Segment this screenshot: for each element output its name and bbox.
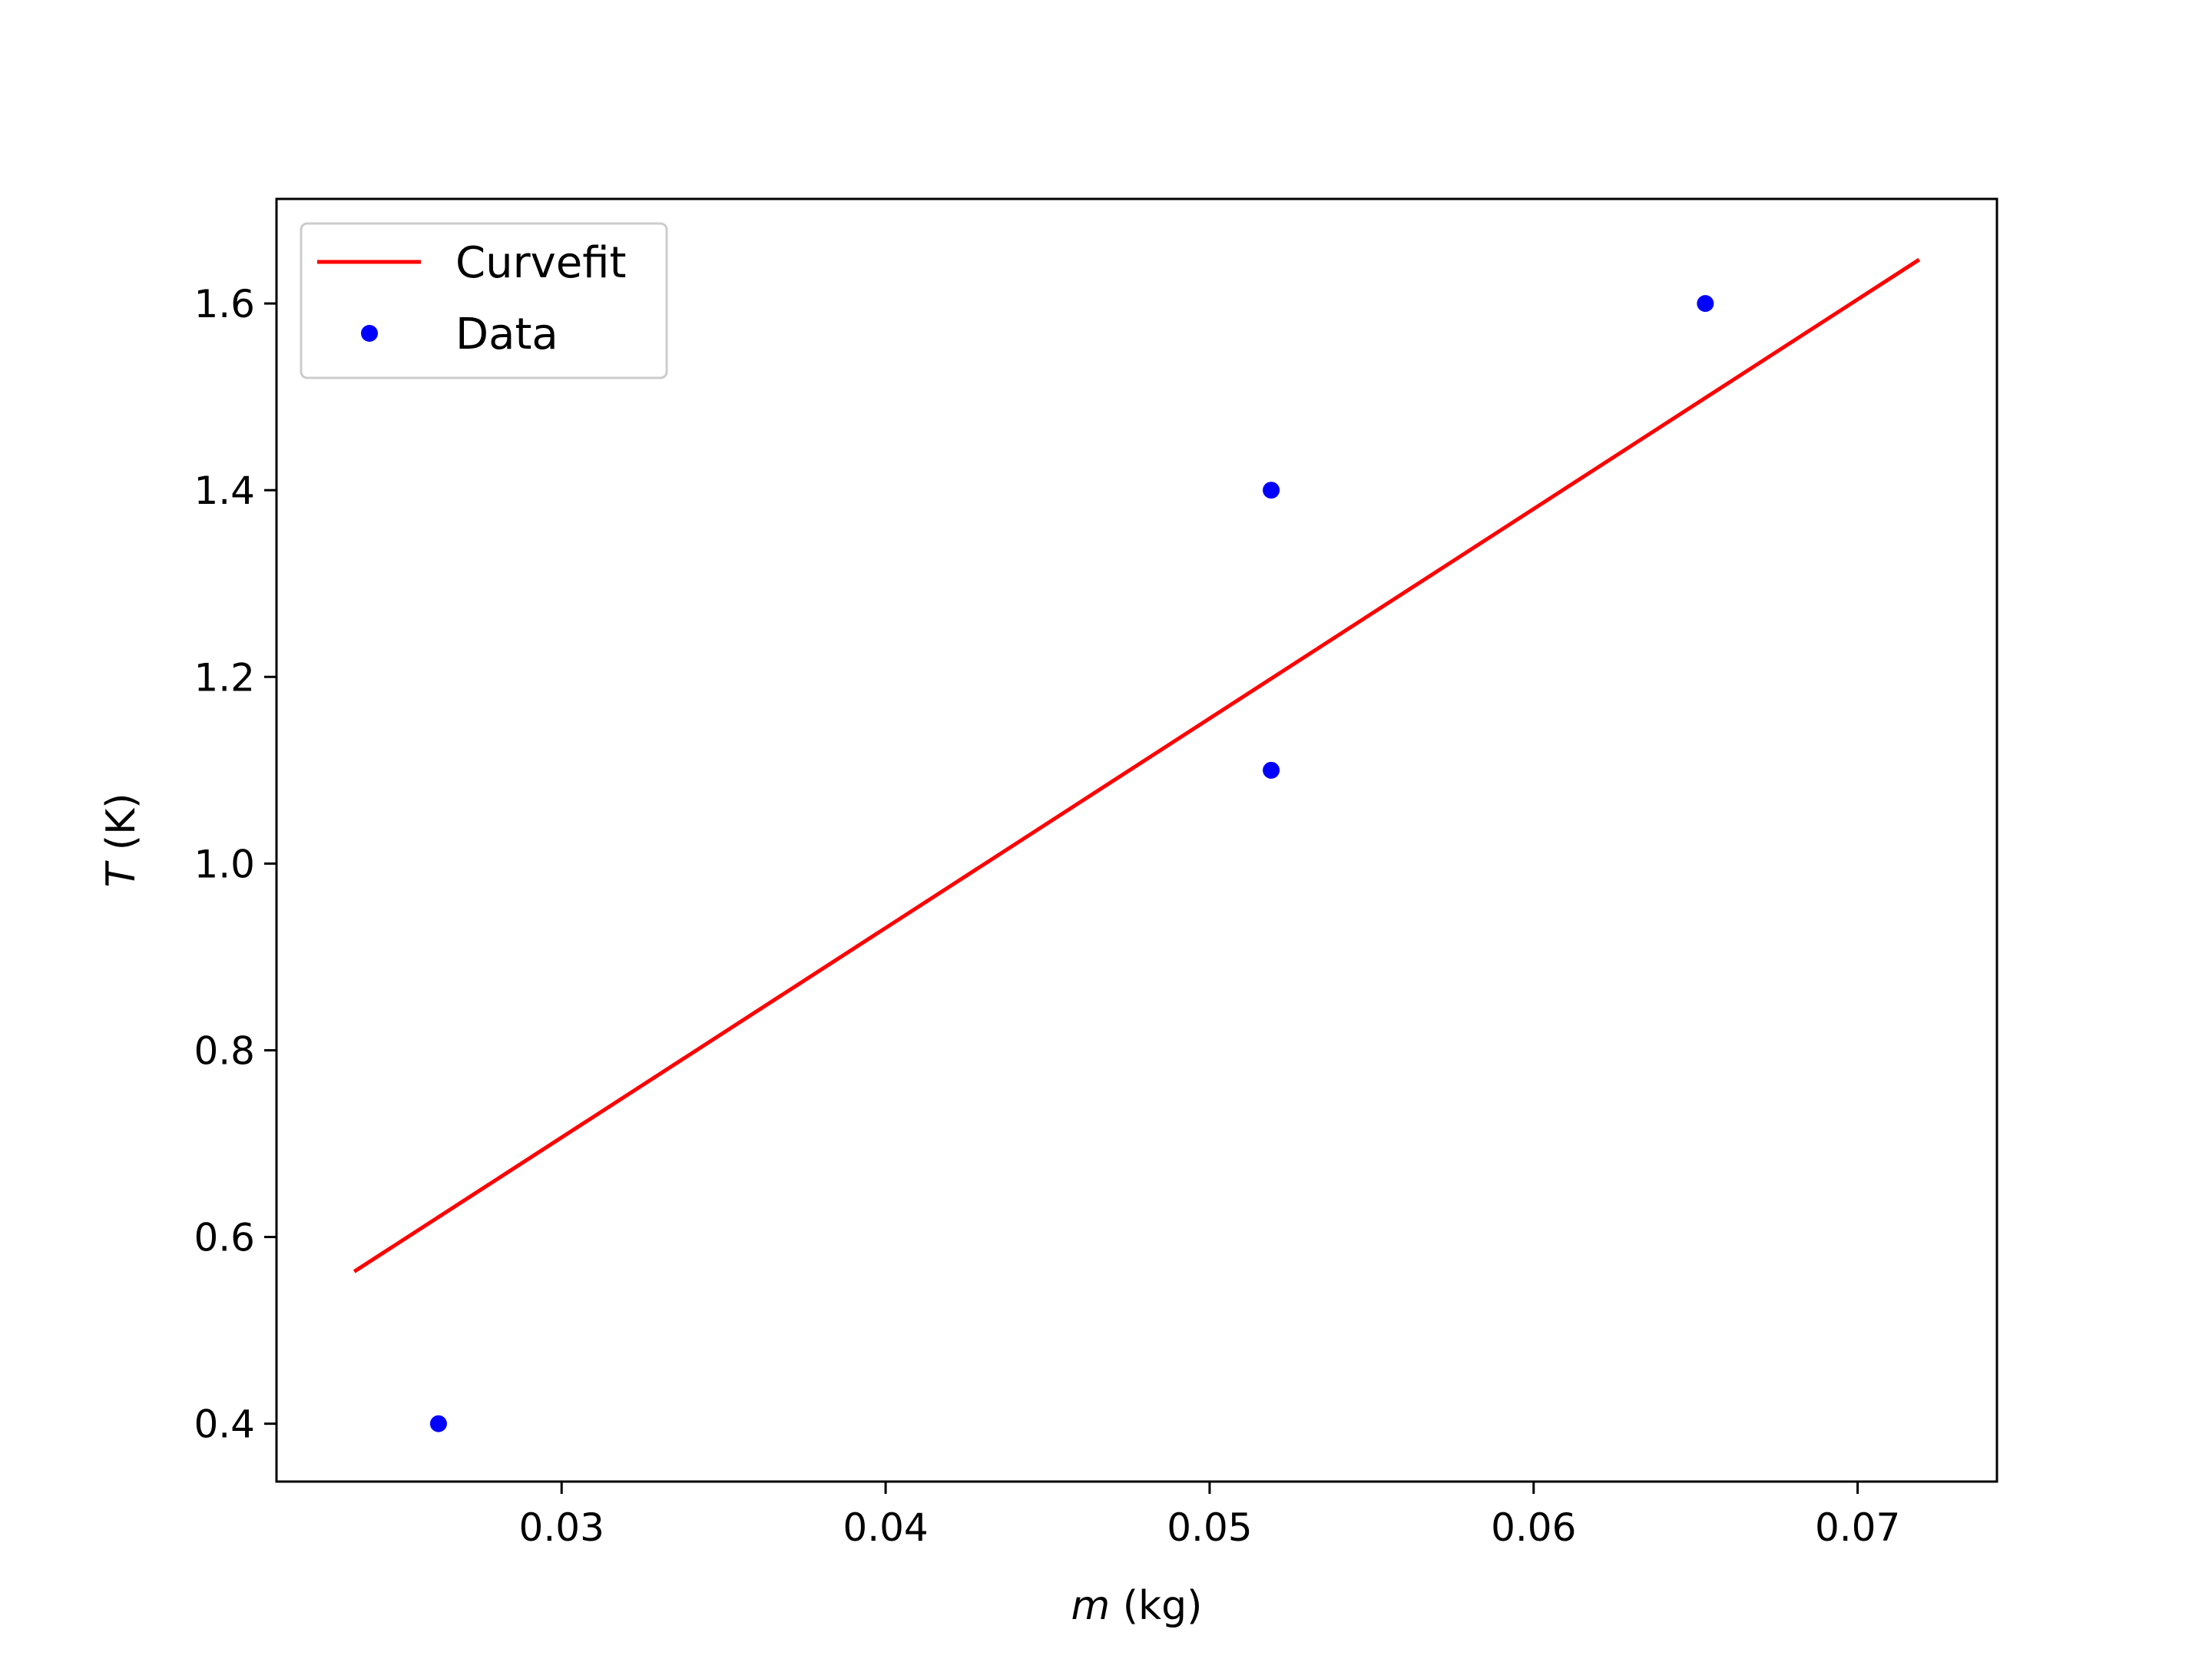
data-point [1263, 761, 1280, 779]
y-axis-label-unit: (K) [98, 793, 144, 863]
series-layer [353, 257, 1921, 1432]
data-point [1263, 482, 1280, 499]
tick-layer: 0.03 0.04 0.05 0.06 0.07 0.4 0.6 0.8 1.0 1.2 1.4 1.… [194, 282, 1900, 1550]
legend-data-swatch [361, 325, 378, 342]
x-tick-label: 0.06 [1491, 1505, 1576, 1550]
x-tick-label: 0.07 [1815, 1505, 1900, 1550]
y-tick-label: 1.2 [194, 655, 255, 700]
x-axis-label: m (kg) [1071, 1583, 1203, 1629]
x-axis-label-variable: m [1071, 1583, 1111, 1629]
data-point [1697, 295, 1714, 313]
y-axis-label: T (K) [98, 793, 144, 888]
legend-data-label: Data [455, 310, 558, 359]
data-point [429, 1415, 447, 1432]
y-tick-label: 1.6 [194, 282, 255, 326]
legend: Curvefit Data [300, 222, 668, 379]
x-tick-label: 0.05 [1167, 1505, 1252, 1550]
y-tick-label: 0.6 [194, 1216, 255, 1260]
plot-area-frame [275, 197, 1998, 1483]
legend-curvefit-label: Curvefit [455, 238, 626, 288]
y-tick-label: 1.4 [194, 469, 255, 513]
x-axis-label-unit: (kg) [1110, 1583, 1202, 1629]
curvefit-line [353, 257, 1921, 1273]
y-tick-label: 0.8 [194, 1028, 255, 1073]
y-axis-label-variable: T [98, 859, 144, 887]
x-tick-label: 0.03 [519, 1505, 604, 1550]
x-tick-label: 0.04 [843, 1505, 928, 1550]
y-tick-label: 1.0 [194, 842, 255, 886]
y-tick-label: 0.4 [194, 1402, 255, 1447]
